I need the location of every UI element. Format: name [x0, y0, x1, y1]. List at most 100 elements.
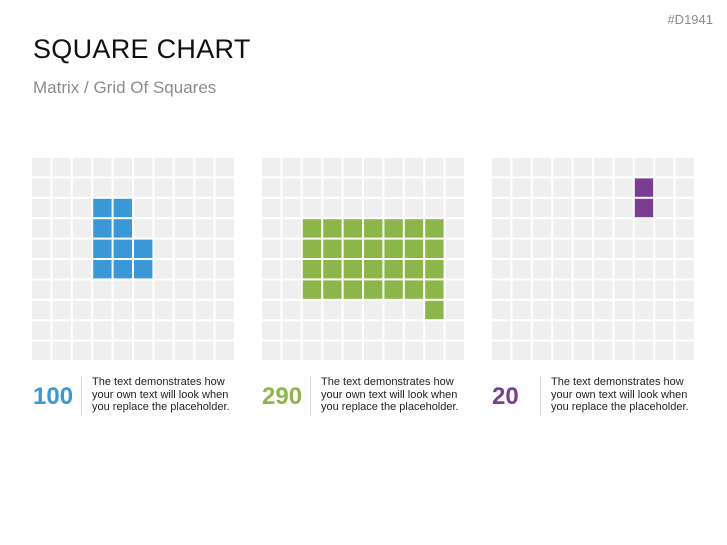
empty-square [404, 300, 424, 320]
empty-square [512, 178, 531, 197]
empty-square [594, 158, 613, 177]
empty-square [343, 178, 362, 197]
empty-square [573, 280, 592, 299]
empty-square [364, 158, 383, 177]
empty-square [262, 198, 281, 218]
empty-square [72, 219, 92, 238]
empty-square [553, 260, 572, 279]
empty-square [573, 300, 592, 320]
empty-square [634, 260, 654, 279]
empty-square [492, 219, 511, 238]
empty-square [553, 300, 572, 320]
empty-square [174, 260, 194, 279]
empty-square [93, 280, 112, 299]
empty-square [134, 321, 153, 340]
empty-square [174, 219, 194, 238]
empty-square [302, 198, 322, 218]
empty-square [553, 219, 572, 238]
empty-square [52, 341, 71, 360]
empty-square [72, 341, 92, 360]
empty-square [573, 239, 592, 258]
filled-square [364, 260, 383, 279]
empty-square [492, 239, 511, 258]
filled-square [302, 260, 322, 279]
empty-square [32, 158, 51, 177]
empty-square [195, 260, 214, 279]
empty-square [675, 300, 694, 320]
empty-square [445, 198, 464, 218]
empty-square [634, 219, 654, 238]
empty-square [634, 321, 654, 340]
empty-square [93, 158, 112, 177]
value-label-blue: 100 [33, 383, 74, 410]
empty-square [492, 321, 511, 340]
empty-square [52, 219, 71, 238]
empty-square [364, 341, 383, 360]
empty-square [52, 158, 71, 177]
empty-square [282, 321, 301, 340]
empty-square [614, 341, 633, 360]
empty-square [655, 280, 674, 299]
empty-square [675, 178, 694, 197]
empty-square [364, 198, 383, 218]
filled-square [113, 219, 132, 238]
filled-square [404, 219, 424, 238]
slide-code-badge: #D1941 [667, 12, 713, 27]
empty-square [532, 219, 552, 238]
empty-square [32, 219, 51, 238]
empty-square [614, 321, 633, 340]
empty-square [302, 178, 322, 197]
empty-square [655, 158, 674, 177]
empty-square [655, 239, 674, 258]
filled-square [404, 280, 424, 299]
empty-square [72, 300, 92, 320]
empty-square [93, 341, 112, 360]
empty-square [323, 158, 342, 177]
empty-square [93, 321, 112, 340]
page-subtitle: Matrix / Grid Of Squares [33, 78, 217, 97]
empty-square [52, 300, 71, 320]
empty-square [323, 341, 342, 360]
filled-square [343, 280, 362, 299]
empty-square [343, 198, 362, 218]
empty-square [134, 219, 153, 238]
empty-square [215, 219, 234, 238]
empty-square [302, 158, 322, 177]
empty-square [404, 198, 424, 218]
empty-square [174, 198, 194, 218]
filled-square [323, 239, 342, 258]
value-label-purple: 20 [492, 383, 519, 410]
empty-square [343, 321, 362, 340]
empty-square [52, 178, 71, 197]
empty-square [634, 280, 654, 299]
filled-square [384, 280, 403, 299]
empty-square [195, 219, 214, 238]
filled-square [404, 260, 424, 279]
empty-square [512, 198, 531, 218]
empty-square [323, 178, 342, 197]
empty-square [675, 198, 694, 218]
empty-square [215, 158, 234, 177]
empty-square [154, 198, 173, 218]
empty-square [215, 239, 234, 258]
empty-square [174, 341, 194, 360]
empty-square [404, 321, 424, 340]
empty-square [72, 158, 92, 177]
empty-square [573, 219, 592, 238]
empty-square [445, 300, 464, 320]
filled-square [113, 260, 132, 279]
filled-square [634, 178, 654, 197]
empty-square [72, 178, 92, 197]
empty-square [532, 260, 552, 279]
empty-square [675, 280, 694, 299]
empty-square [512, 280, 531, 299]
filled-square [364, 239, 383, 258]
empty-square [594, 219, 613, 238]
description-purple: The text demonstrates how your own text … [551, 376, 689, 413]
empty-square [343, 341, 362, 360]
square-grid-purple [492, 158, 696, 360]
empty-square [302, 341, 322, 360]
filled-square [364, 219, 383, 238]
empty-square [215, 321, 234, 340]
empty-square [174, 239, 194, 258]
